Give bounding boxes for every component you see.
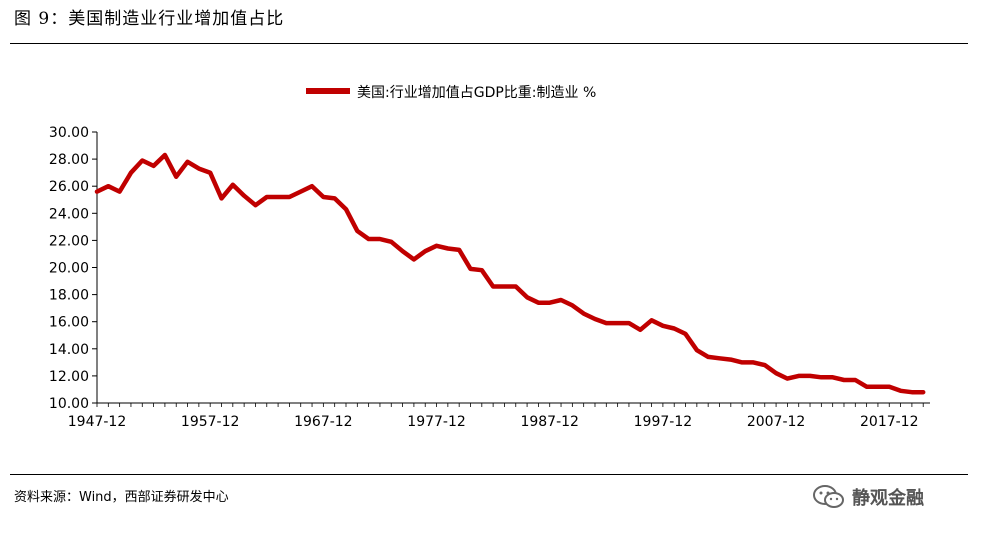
y-tick-label: 22.00 — [49, 233, 89, 249]
y-tick-label: 28.00 — [49, 152, 89, 168]
wechat-icon — [813, 485, 844, 508]
y-tick-label: 10.00 — [49, 396, 89, 412]
x-axis-ticks: 1947-12 1957-12 1967-12 1977-12 1987-12 1997-… — [68, 403, 924, 430]
legend: 美国:行业增加值占GDP比重:制造业 % — [306, 85, 596, 101]
y-tick-label: 16.00 — [49, 315, 89, 331]
y-tick-label: 14.00 — [49, 342, 89, 358]
legend-label: 美国:行业增加值占GDP比重:制造业 % — [357, 85, 596, 101]
x-tick-label: 1987-12 — [520, 414, 579, 430]
source-note: 资料来源：Wind，西部证券研发中心 — [14, 490, 229, 505]
y-tick-label: 24.00 — [49, 206, 89, 222]
brand-name: 静观金融 — [852, 488, 924, 509]
y-tick-label: 26.00 — [49, 179, 89, 195]
bottom-divider — [10, 474, 968, 475]
y-tick-label: 20.00 — [49, 261, 89, 277]
x-tick-label: 1967-12 — [294, 414, 353, 430]
figure-title: 图 9：美国制造业行业增加值占比 — [14, 9, 285, 29]
top-divider — [10, 43, 968, 44]
line-chart: 美国:行业增加值占GDP比重:制造业 % 30.00 28.00 26.00 24.0… — [49, 85, 930, 430]
x-tick-label: 1997-12 — [634, 414, 693, 430]
y-tick-label: 30.00 — [49, 125, 89, 141]
series-line — [94, 152, 926, 395]
x-tick-label: 2017-12 — [860, 414, 919, 430]
x-tick-label: 1957-12 — [181, 414, 240, 430]
y-tick-label: 12.00 — [49, 369, 89, 385]
x-tick-label: 1977-12 — [407, 414, 466, 430]
x-tick-label: 2007-12 — [747, 414, 806, 430]
x-tick-label: 1947-12 — [68, 414, 127, 430]
brand: 静观金融 — [812, 484, 924, 510]
y-axis-ticks: 30.00 28.00 26.00 24.00 22.00 20.00 18.00 16.00… — [49, 125, 97, 412]
axes — [96, 132, 930, 404]
y-tick-label: 18.00 — [49, 288, 89, 304]
